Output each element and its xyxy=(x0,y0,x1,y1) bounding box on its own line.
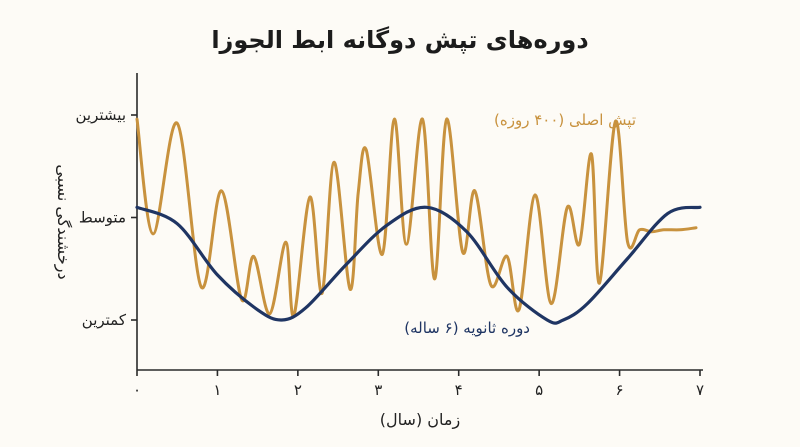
x-tick-label: ۷ xyxy=(696,381,704,399)
y-axis-label: درخشندگی نسبی xyxy=(53,164,73,279)
axes xyxy=(136,72,704,372)
x-tick-label: ۵ xyxy=(535,381,543,399)
x-tick-label: ۶ xyxy=(616,381,624,399)
x-tick-label: ۰ xyxy=(133,381,141,399)
primary-pulsation-line xyxy=(135,117,698,318)
y-tick-label: بیشترین xyxy=(76,106,126,124)
chart-title: دوره‌های تپش دوگانه ابط الجوزا xyxy=(211,26,588,54)
x-axis-label: زمان (سال) xyxy=(380,410,460,430)
primary-pulsation-annotation: تپش اصلی (۴۰۰ روزه) xyxy=(494,111,636,130)
y-ticks: کمترین متوسط بیشترین xyxy=(76,106,137,329)
x-tick-label: ۲ xyxy=(294,381,302,399)
x-tick-label: ۳ xyxy=(374,381,382,399)
y-tick-label: کمترین xyxy=(82,311,127,329)
x-ticks: ۰ ۱ ۲ ۳ ۴ ۵ ۶ ۷ xyxy=(133,370,704,399)
secondary-period-line xyxy=(135,205,702,325)
x-tick-label: ۱ xyxy=(213,381,221,399)
x-tick-label: ۴ xyxy=(455,381,463,399)
secondary-period-annotation: دوره ثانویه (۶ ساله) xyxy=(404,319,530,337)
y-tick-label: متوسط xyxy=(79,209,126,227)
series-layer xyxy=(135,117,702,325)
